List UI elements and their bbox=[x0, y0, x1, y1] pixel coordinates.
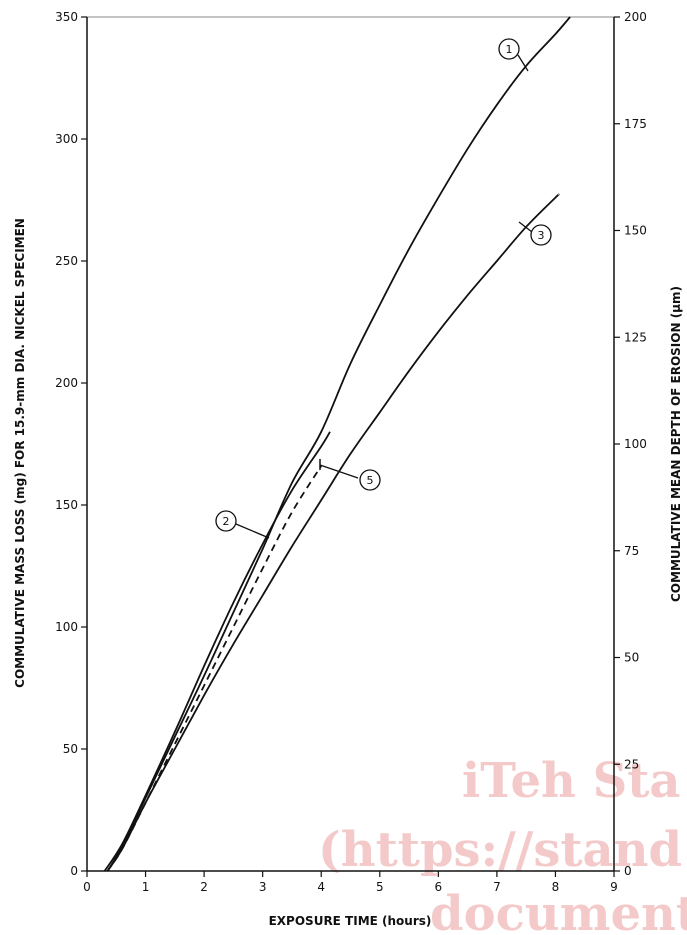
callout-1-circle bbox=[498, 38, 520, 60]
data-curves bbox=[103, 16, 571, 872]
x-tick-label: 1 bbox=[142, 880, 150, 894]
x-tick-label: 6 bbox=[435, 880, 443, 894]
callout-1-leader bbox=[517, 54, 529, 72]
y-right-tick-label: 100 bbox=[624, 437, 647, 451]
y-right-tick-label: 150 bbox=[624, 224, 647, 238]
y-left-tick-label: 200 bbox=[55, 376, 78, 390]
x-tick-label: 5 bbox=[376, 880, 384, 894]
x-axis-title: EXPOSURE TIME (hours) bbox=[269, 914, 432, 928]
y-axis-left-title: COMMULATIVE MASS LOSS (mg) FOR 15.9-mm D… bbox=[13, 218, 27, 688]
y-right-tick-label: 0 bbox=[624, 864, 632, 878]
axes: 0 1 2 3 4 5 6 7 8 9050100150200250300350025507510… bbox=[55, 10, 647, 894]
curve-1 bbox=[106, 16, 571, 872]
y-right-tick-label: 125 bbox=[624, 330, 647, 344]
callout-3-label: 3 bbox=[538, 229, 545, 242]
callout-3-leader bbox=[518, 221, 533, 233]
callout-1-label: 1 bbox=[506, 43, 513, 56]
watermark: iTeh Sta (https://stand document bbox=[318, 753, 687, 935]
y-right-tick-label: 50 bbox=[624, 651, 639, 665]
x-tick-label: 8 bbox=[552, 880, 560, 894]
curve-5 bbox=[106, 465, 322, 872]
curve-2 bbox=[103, 431, 331, 872]
y-right-tick-label: 200 bbox=[624, 10, 647, 24]
y-left-tick-label: 250 bbox=[55, 254, 78, 268]
x-tick-label: 4 bbox=[317, 880, 325, 894]
callout-2-circle bbox=[215, 510, 237, 532]
y-axis-right-title: COMMULATIVE MEAN DEPTH OF EROSION (µm) bbox=[669, 286, 683, 602]
y-left-tick-label: 100 bbox=[55, 620, 78, 634]
x-tick-label: 2 bbox=[200, 880, 208, 894]
y-left-tick-label: 350 bbox=[55, 10, 78, 24]
callout-5-leader bbox=[319, 464, 359, 479]
y-left-tick-label: 0 bbox=[70, 864, 78, 878]
x-tick-label: 9 bbox=[610, 880, 618, 894]
watermark-line: iTeh Sta bbox=[462, 753, 681, 809]
x-tick-label: 7 bbox=[493, 880, 501, 894]
callout-5-circle bbox=[359, 469, 381, 491]
callout-2-leader bbox=[235, 523, 270, 539]
curve-3 bbox=[106, 193, 560, 872]
x-tick-label: 3 bbox=[259, 880, 267, 894]
callout-5-label: 5 bbox=[367, 474, 374, 487]
y-left-tick-label: 50 bbox=[63, 742, 78, 756]
y-left-tick-label: 150 bbox=[55, 498, 78, 512]
y-right-tick-label: 175 bbox=[624, 117, 647, 131]
y-right-tick-label: 25 bbox=[624, 757, 639, 771]
y-left-tick-label: 300 bbox=[55, 132, 78, 146]
watermark-line: (https://stand bbox=[318, 822, 682, 878]
callout-3-circle bbox=[530, 224, 552, 246]
watermark-line: document bbox=[430, 886, 687, 931]
x-tick-label: 0 bbox=[83, 880, 91, 894]
y-right-tick-label: 75 bbox=[624, 544, 639, 558]
curve-callouts: 1 2 3 5 bbox=[215, 38, 552, 539]
callout-2-label: 2 bbox=[223, 515, 230, 528]
